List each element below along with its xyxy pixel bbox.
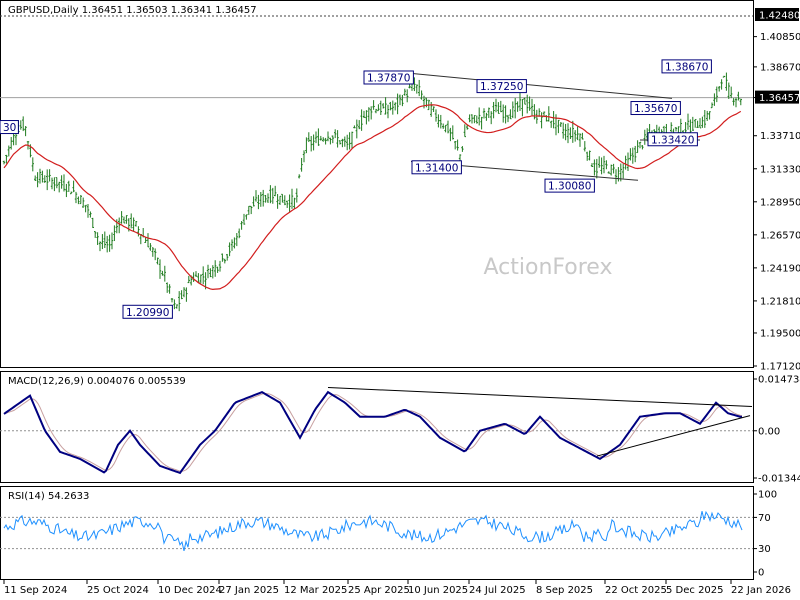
price-annotation: 1.20990 <box>122 304 173 319</box>
moving-average <box>3 104 742 290</box>
date-tick-label: 5 Dec 2025 <box>666 585 724 596</box>
annotation-text: 1.35670 <box>634 103 677 115</box>
macd-lines <box>3 387 753 475</box>
price-tick-label: 1.40850 <box>760 32 800 43</box>
macd-panel <box>0 371 754 483</box>
macd-header: MACD(12,26,9) 0.004076 0.005539 <box>8 376 186 387</box>
rsi-tick-label: 30 <box>758 544 771 555</box>
price-annotation: 1.33420 <box>647 132 698 147</box>
upper-trendline <box>410 72 673 99</box>
price-tick-label: 1.21810 <box>760 296 800 307</box>
annotation-text: 1.37250 <box>480 81 523 93</box>
macd-tick-label: 0.014734 <box>758 375 800 386</box>
annotation-text: 1.33420 <box>651 134 694 146</box>
macd-upper-trendline <box>327 387 753 408</box>
top-price-text: 1.42480 <box>759 11 800 22</box>
date-tick-label: 8 Sep 2025 <box>536 585 593 596</box>
macd-tick-label: -0.013442 <box>758 474 800 485</box>
rsi-header: RSI(14) 54.2633 <box>8 491 89 502</box>
annotation-box <box>647 132 698 147</box>
annotation-box <box>544 178 595 193</box>
price-tick-label: 1.19500 <box>760 328 800 339</box>
annotation-text: 1.20990 <box>126 307 169 319</box>
rsi-line <box>3 510 743 552</box>
watermark: ActionForex <box>484 255 613 280</box>
top-price-label: 1.42480 <box>755 8 800 22</box>
price-annotation: 1.30080 <box>544 178 595 193</box>
price-tick-label: 1.17120 <box>760 362 800 373</box>
price-annotation: 1.37870 <box>363 70 414 85</box>
price-panel <box>0 0 754 368</box>
annotation-box <box>363 70 414 85</box>
price-annotation: 1.31400 <box>411 160 462 175</box>
annotation-text: 1.37870 <box>367 72 410 84</box>
date-tick-label: 22 Oct 2025 <box>605 585 667 596</box>
price-tick-label: 1.31330 <box>760 164 800 175</box>
price-tick-label: 1.38670 <box>760 62 800 73</box>
annotation-text: 1.30080 <box>548 181 591 193</box>
date-tick-label: 12 Mar 2025 <box>284 585 347 596</box>
price-annotation: 30 <box>0 120 19 135</box>
annotation-text: 1.31400 <box>415 162 458 174</box>
rsi-tick-label: 0 <box>758 568 764 579</box>
top-price-box <box>755 8 799 21</box>
price-tick-label: 1.28950 <box>760 197 800 208</box>
macd-tick-label: 0.00 <box>758 426 780 437</box>
price-annotation: 1.35670 <box>630 101 681 116</box>
current-price-label: 1.36457 <box>755 90 800 104</box>
date-tick-label: 10 Jun 2025 <box>408 585 468 596</box>
macd-lower-trendline <box>596 415 751 457</box>
annotation-text: 1.38670 <box>665 61 708 73</box>
annotation-box <box>0 120 19 135</box>
annotation-box <box>476 79 527 94</box>
date-tick-label: 25 Oct 2024 <box>87 585 149 596</box>
annotation-labels: 1.37870 1.37250 1.38670 1.35670 1.33420 1.314… <box>0 59 712 319</box>
date-tick-label: 24 Jul 2025 <box>469 585 526 596</box>
price-annotation: 1.38670 <box>661 59 712 74</box>
price-tick-label: 1.26570 <box>760 230 800 241</box>
price-annotation: 1.37250 <box>476 79 527 94</box>
date-tick-label: 25 Apr 2025 <box>348 585 410 596</box>
price-header: GBPUSD,Daily 1.36451 1.36503 1.36341 1.3… <box>8 5 257 16</box>
current-price-box <box>755 90 799 104</box>
annotation-text: 30 <box>3 122 16 134</box>
annotation-box <box>661 59 712 74</box>
rsi-line <box>3 510 743 552</box>
price-bars <box>2 72 742 312</box>
date-tick-label: 10 Dec 2024 <box>158 585 222 596</box>
date-tick-label: 11 Sep 2024 <box>4 585 67 596</box>
annotation-box <box>122 304 173 319</box>
annotation-box <box>630 101 681 116</box>
axes: 1.40850 1.38670 1.33710 1.31330 1.28950 1.265… <box>3 8 800 596</box>
price-tick-label: 1.33710 <box>760 131 800 142</box>
current-price-text: 1.36457 <box>759 93 800 104</box>
macd-line <box>3 390 742 475</box>
rsi-panel <box>0 486 754 580</box>
date-tick-label: 27 Jan 2025 <box>219 585 279 596</box>
rsi-tick-label: 100 <box>758 490 777 501</box>
price-tick-label: 1.24190 <box>760 263 800 274</box>
date-tick-label: 22 Jan 2026 <box>731 585 791 596</box>
moving-average-line <box>3 104 742 290</box>
annotation-box <box>411 160 462 175</box>
grid-layer <box>0 15 753 550</box>
rsi-tick-label: 70 <box>758 513 771 524</box>
